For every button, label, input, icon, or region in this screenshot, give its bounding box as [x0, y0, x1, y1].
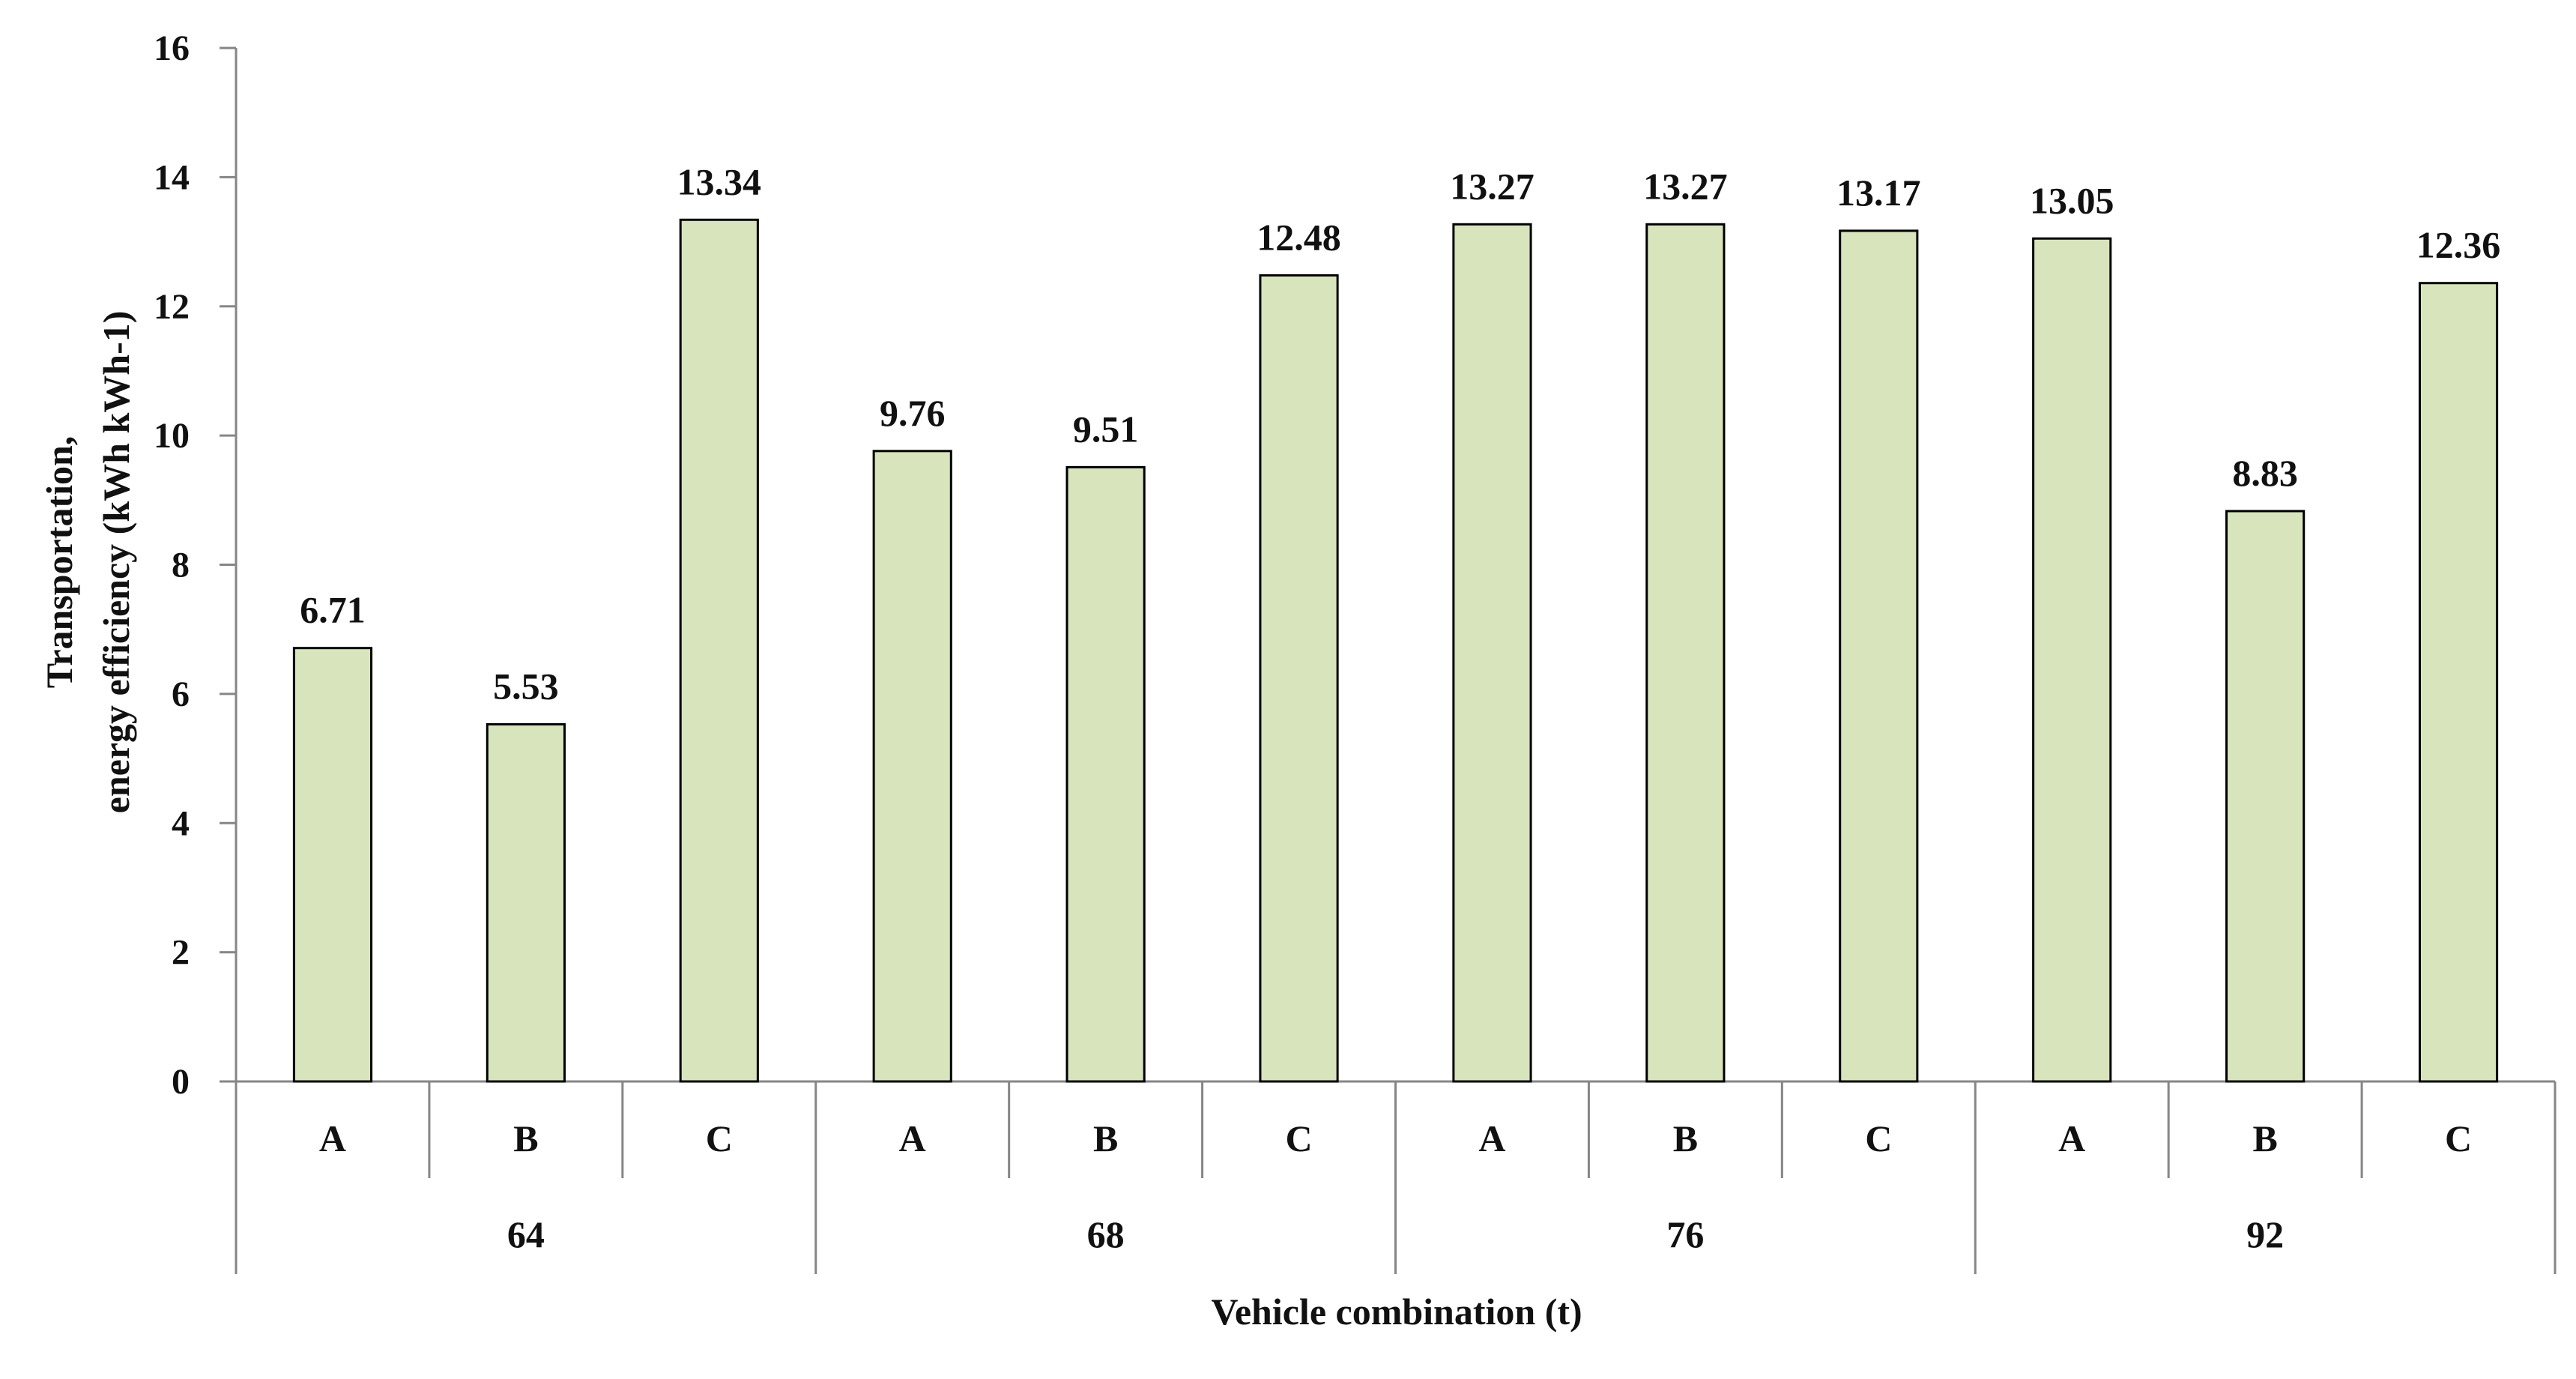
bar-value-label: 13.05 — [2030, 179, 2114, 221]
bar-value-label: 5.53 — [493, 665, 559, 707]
bar-value-label: 12.48 — [1257, 216, 1341, 258]
bar — [1065, 465, 1146, 1083]
category-label: C — [1865, 1117, 1892, 1159]
category-label: B — [2252, 1117, 2277, 1159]
labels: 02468101214166.71A5.53B13.34C9.76A9.51B1… — [154, 28, 2500, 1255]
bars — [292, 218, 2499, 1083]
y-tick-label: 14 — [154, 157, 190, 197]
y-tick-label: 10 — [154, 416, 190, 456]
category-label: A — [899, 1117, 926, 1159]
group-label: 76 — [1666, 1213, 1704, 1255]
category-label: C — [1285, 1117, 1312, 1159]
bar — [486, 722, 566, 1083]
category-label: A — [319, 1117, 346, 1159]
y-tick-label: 6 — [172, 675, 190, 714]
group-label: 92 — [2246, 1213, 2284, 1255]
axes — [220, 46, 2557, 1274]
bar — [2225, 510, 2306, 1083]
bar-value-label: 13.34 — [677, 160, 762, 202]
bar-value-label: 13.17 — [1836, 172, 1921, 214]
category-label: B — [1093, 1117, 1118, 1159]
y-tick-label: 12 — [154, 287, 190, 327]
y-axis-title-line-1: Transportation, — [38, 436, 80, 689]
category-label: C — [706, 1117, 733, 1159]
bar — [1259, 274, 1339, 1083]
group-label: 68 — [1087, 1213, 1125, 1255]
bar-value-label: 13.27 — [1450, 165, 1535, 207]
category-label: A — [2058, 1117, 2085, 1159]
bar-value-label: 6.71 — [300, 589, 366, 631]
group-label: 64 — [507, 1213, 545, 1255]
axis-titles: Transportation, energy efficiency (kWh k… — [38, 311, 1582, 1333]
x-axis-title: Vehicle combination (t) — [1211, 1291, 1582, 1333]
y-tick-label: 4 — [172, 803, 190, 843]
bar — [679, 218, 759, 1083]
category-label: A — [1478, 1117, 1505, 1159]
y-tick-label: 8 — [172, 546, 190, 585]
bar-value-label: 9.76 — [880, 392, 946, 434]
bar — [1645, 223, 1726, 1083]
bar-value-label: 9.51 — [1073, 408, 1139, 450]
category-label: B — [513, 1117, 538, 1159]
y-tick-label: 16 — [154, 28, 190, 68]
bar-value-label: 12.36 — [2416, 224, 2501, 266]
y-tick-label: 2 — [172, 933, 190, 973]
bar — [2418, 282, 2499, 1083]
bar — [1452, 223, 1532, 1083]
bar — [872, 450, 952, 1083]
bar-value-label: 8.83 — [2232, 452, 2298, 494]
category-label: B — [1673, 1117, 1698, 1159]
bar — [1839, 229, 1919, 1083]
y-axis-title-line-2: energy efficiency (kWh kWh-1) — [95, 311, 137, 814]
bar — [292, 647, 373, 1083]
bar-value-label: 13.27 — [1643, 165, 1728, 207]
y-tick-label: 0 — [172, 1062, 190, 1102]
category-label: C — [2445, 1117, 2472, 1159]
bar — [2032, 237, 2112, 1083]
